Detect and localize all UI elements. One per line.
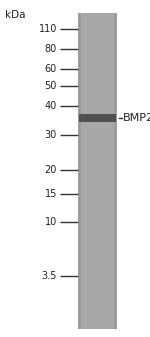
Bar [79, 13, 82, 329]
Text: 15: 15 [45, 189, 57, 199]
Text: 40: 40 [45, 101, 57, 111]
Bar [78, 13, 80, 329]
Bar [79, 13, 81, 329]
Bar [115, 13, 117, 329]
Text: 80: 80 [45, 44, 57, 54]
Text: 30: 30 [45, 130, 57, 140]
Bar [79, 114, 116, 122]
Bar [78, 13, 117, 329]
Text: 110: 110 [39, 24, 57, 34]
Bar [114, 13, 116, 329]
Text: 60: 60 [45, 64, 57, 74]
Text: kDa: kDa [4, 10, 25, 20]
Bar [114, 13, 116, 329]
Bar [114, 13, 117, 329]
Text: 3.5: 3.5 [42, 271, 57, 281]
Text: BMP2: BMP2 [123, 113, 150, 123]
Text: 10: 10 [45, 217, 57, 227]
Bar [79, 13, 81, 329]
Bar [78, 13, 81, 329]
Text: 50: 50 [45, 81, 57, 91]
Bar [113, 13, 116, 329]
Text: 20: 20 [45, 165, 57, 175]
